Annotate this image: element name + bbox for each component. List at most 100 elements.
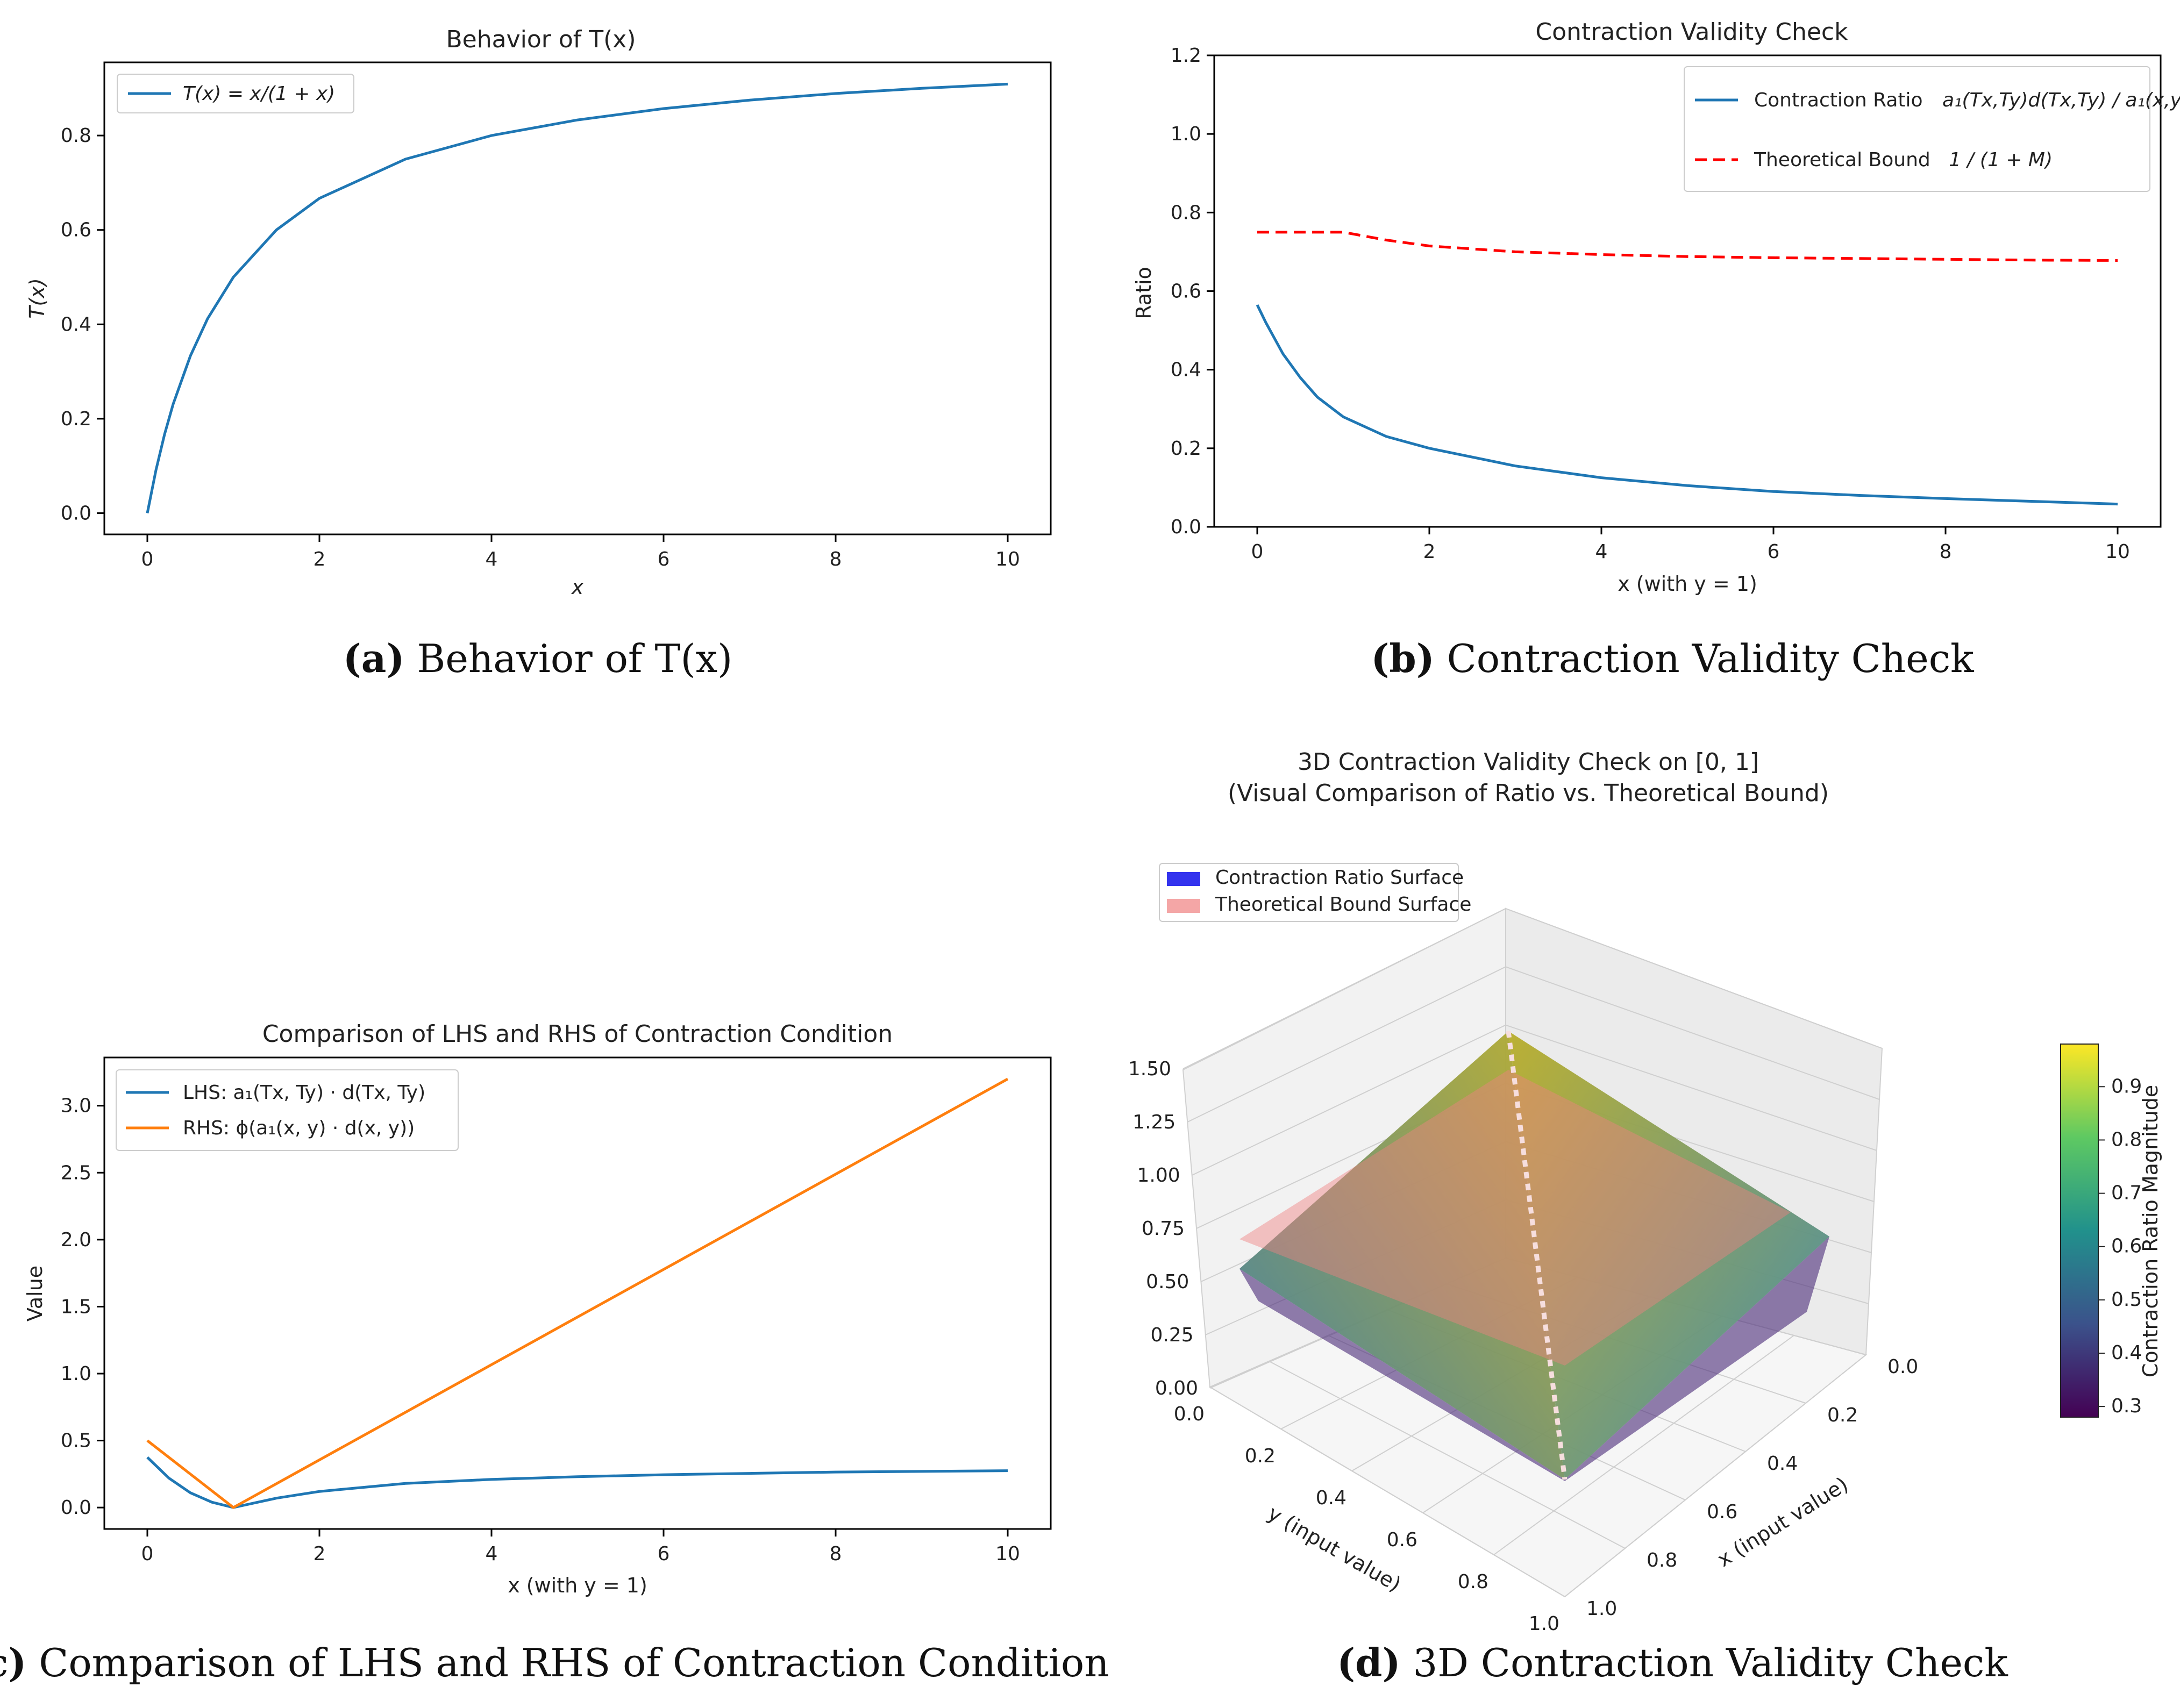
ratio-surface-front xyxy=(1239,1237,1829,1481)
y-tick-label: 0.2 xyxy=(61,408,91,430)
z-tick-label: 1.50 xyxy=(1128,1058,1171,1080)
colorbar-tick-label: 0.3 xyxy=(2111,1395,2142,1417)
x-tick-label: 10 xyxy=(2105,541,2130,563)
y-tick-label: 1.0 xyxy=(61,1363,91,1385)
panel-c: Comparison of LHS and RHS of Contraction… xyxy=(23,1020,1052,1597)
y-tick-label: 0.6 xyxy=(1171,281,1201,303)
x-tick-label: 6 xyxy=(658,548,670,570)
panel-a-frame xyxy=(103,61,1052,535)
y-tick-label: 0.2 xyxy=(1245,1445,1276,1467)
z-tick-label: 0.00 xyxy=(1155,1377,1198,1399)
panel-b-legend: Contraction Ratio a₁(Tx,Ty)d(Tx,Ty) / a₁… xyxy=(1684,66,2180,192)
y-tick-label: 0.8 xyxy=(1171,202,1201,224)
panel-b-title: Contraction Validity Check xyxy=(1535,18,1848,46)
colorbar-tick-label: 0.9 xyxy=(2111,1075,2142,1097)
grid-line xyxy=(1192,1024,1506,1176)
ridge-line xyxy=(1506,1031,1568,1480)
panel-c-xlabel: x (with y = 1) xyxy=(508,1574,647,1597)
panel-c-frame xyxy=(103,1056,1052,1530)
y-tick-label: 1.5 xyxy=(61,1296,91,1318)
z-tick-label: 1.25 xyxy=(1132,1111,1176,1133)
grid-line xyxy=(1187,966,1506,1123)
legend-swatch-bound xyxy=(1167,899,1200,913)
panel-a-xlabel: x xyxy=(571,575,584,599)
y-tick-label: 0.5 xyxy=(61,1430,91,1452)
z-tick-label: 0.75 xyxy=(1142,1218,1185,1240)
panel-b-legend-formula-bound: 1 / (1 + M) xyxy=(1949,149,2053,171)
panel-d-legend-entry-ratio: Contraction Ratio Surface xyxy=(1215,867,1464,889)
y-tick-label: 0.0 xyxy=(61,502,91,524)
panel-d-ylabel: y (input value) xyxy=(1264,1501,1405,1596)
x-tick-label: 2 xyxy=(314,1543,326,1565)
grid-line xyxy=(1182,908,1506,1069)
x-tick-label: 6 xyxy=(1768,541,1780,563)
caption-a: (a) Behavior of T(x) xyxy=(343,635,733,681)
x-tick-label: 2 xyxy=(1423,541,1436,563)
caption-d: (d) 3D Contraction Validity Check xyxy=(1337,1640,2008,1685)
y-tick-label: 0.4 xyxy=(61,313,91,335)
caption-b: (b) Contraction Validity Check xyxy=(1371,635,1975,681)
grid-line xyxy=(1269,1361,1626,1549)
ratio-surface-left xyxy=(1239,1031,1565,1480)
x-tick-label: 10 xyxy=(995,548,1020,570)
ratio-surface-right xyxy=(1508,1031,1829,1480)
x-tick-label: 0.0 xyxy=(1887,1356,1918,1378)
colorbar-tick-label: 0.5 xyxy=(2111,1289,2142,1311)
x-tick-label: 0.4 xyxy=(1767,1453,1798,1475)
colorbar-tick-label: 0.6 xyxy=(2111,1235,2142,1257)
y-tick-label: 0.6 xyxy=(61,219,91,241)
x-tick-label: 8 xyxy=(830,1543,842,1565)
x-tick-label: 0.2 xyxy=(1827,1404,1858,1426)
z-tick-label: 0.50 xyxy=(1146,1271,1189,1293)
panel-c-legend-entry-rhs: RHS: ϕ(a₁(x, y) · d(x, y)) xyxy=(183,1117,415,1139)
colorbar-label: Contraction Ratio Magnitude xyxy=(2139,1085,2162,1377)
x-tick-label: 4 xyxy=(486,548,498,570)
panel-a-legend-entry: T(x) = x/(1 + x) xyxy=(183,83,335,105)
panel-d: 3D Contraction Validity Check on [0, 1] … xyxy=(1128,748,2162,1635)
y-tick-label: 0.4 xyxy=(1316,1487,1347,1509)
y-tick-label: 0.0 xyxy=(1171,516,1201,538)
grid-line xyxy=(1564,1354,1866,1597)
y-tick-label: 1.2 xyxy=(1171,45,1201,67)
x-tick-label: 1.0 xyxy=(1586,1598,1617,1620)
y-tick-label: 1.0 xyxy=(1171,123,1201,145)
y-tick-label: 0.6 xyxy=(1387,1529,1417,1551)
y-tick-label: 2.5 xyxy=(61,1162,91,1184)
panel-c-legend: LHS: a₁(Tx, Ty) · d(Tx, Ty) RHS: ϕ(a₁(x,… xyxy=(116,1069,459,1151)
grid-line xyxy=(1505,966,1880,1100)
panel-b: Contraction Validity Check 0 2 4 6 8 10 0.0 0.2… xyxy=(1132,18,2180,596)
panel-a-legend: T(x) = x/(1 + x) xyxy=(117,74,354,113)
y-tick-label: 0.0 xyxy=(1174,1403,1205,1425)
series-line-c-0 xyxy=(146,1456,1008,1509)
panel-c-ylabel: Value xyxy=(23,1266,47,1321)
z-tick-label: 1.00 xyxy=(1137,1164,1180,1187)
grid-line xyxy=(1505,908,1883,1049)
panel-b-ylabel: Ratio xyxy=(1132,267,1156,319)
z-tick-label: 0.25 xyxy=(1151,1324,1194,1346)
caption-c: (c) Comparison of LHS and RHS of Contrac… xyxy=(0,1640,1109,1685)
x-tick-label: 8 xyxy=(1940,541,1952,563)
y-tick-label: 0.8 xyxy=(1458,1571,1488,1593)
panel-a-title: Behavior of T(x) xyxy=(446,26,636,53)
series-line-b-1 xyxy=(1257,231,2118,262)
x-tick-label: 6 xyxy=(658,1543,670,1565)
panel-b-legend-entry-bound: Theoretical Bound xyxy=(1754,149,1930,171)
panel-a: Behavior of T(x) 0 2 4 6 8 100.00.20.40.60.8 … xyxy=(25,26,1052,599)
panel-c-legend-entry-lhs: LHS: a₁(Tx, Ty) · d(Tx, Ty) xyxy=(183,1082,425,1104)
x-tick-label: 8 xyxy=(830,548,842,570)
grid-line xyxy=(1505,1024,1877,1151)
y-tick-label: 2.0 xyxy=(61,1229,91,1251)
y-tick-label: 0.2 xyxy=(1171,438,1201,460)
x-tick-label: 0 xyxy=(141,548,154,570)
colorbar-tick-label: 0.8 xyxy=(2111,1128,2142,1150)
x-tick-label: 4 xyxy=(486,1543,498,1565)
bound-surface xyxy=(1239,1070,1791,1366)
panel-b-xlabel: x (with y = 1) xyxy=(1618,572,1757,596)
x-tick-label: 2 xyxy=(314,548,326,570)
series-line-c-1 xyxy=(146,1077,1009,1509)
panel-d-legend: Contraction Ratio Surface Theoretical Bo… xyxy=(1159,863,1471,922)
grid-line xyxy=(1209,1387,1565,1597)
series-line-b-0 xyxy=(1256,304,2118,506)
colorbar-tick-label: 0.4 xyxy=(2111,1342,2142,1364)
